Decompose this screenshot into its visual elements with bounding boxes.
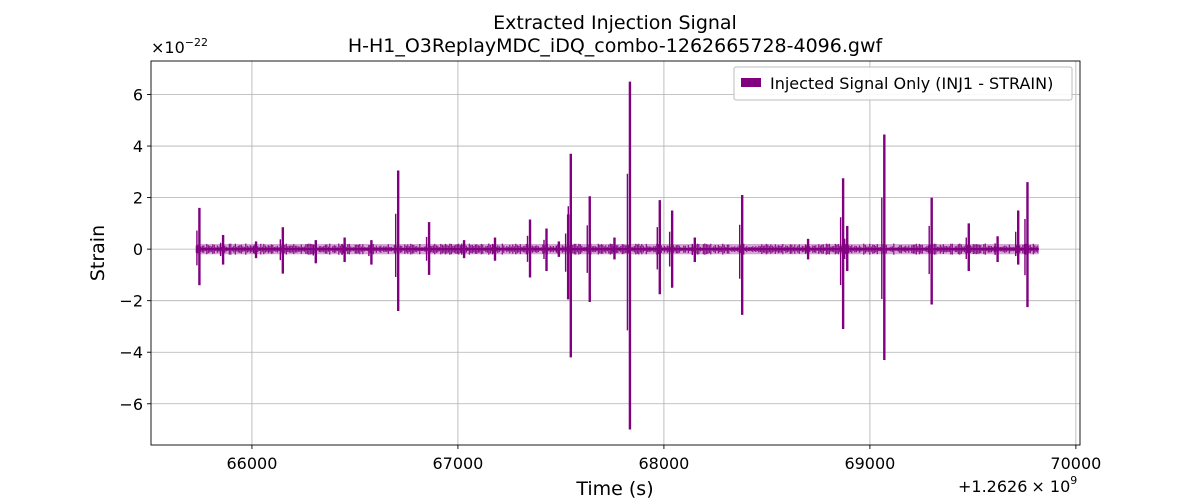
x-tick-label: 69000: [844, 454, 895, 473]
legend: Injected Signal Only (INJ1 - STRAIN): [733, 66, 1073, 101]
y-scale-multiplier: ×10−22: [151, 36, 208, 57]
y-tick-label: −6: [119, 395, 143, 414]
legend-swatch: [741, 78, 761, 87]
x-offset-label: +1.2626 × 109: [958, 474, 1077, 496]
x-tick-label: 66000: [226, 454, 277, 473]
y-tick-label: 4: [133, 137, 143, 156]
x-axis-ticks: 66000 67000 68000 69000 70000: [226, 445, 1101, 473]
x-axis-label: Time (s): [575, 478, 653, 500]
chart-title: Extracted Injection Signal: [493, 12, 737, 34]
y-axis-label: Strain: [87, 225, 109, 281]
x-offset-base: × 10: [1031, 477, 1070, 496]
y-tick-label: −2: [119, 292, 143, 311]
y-scale-base: ×10: [151, 38, 185, 57]
legend-frame: [733, 66, 1073, 101]
x-offset-value: +1.2626: [958, 477, 1027, 496]
y-tick-label: 2: [133, 189, 143, 208]
x-tick-label: 68000: [638, 454, 689, 473]
plot-frame: [150, 60, 1081, 446]
x-tick-label: 67000: [432, 454, 483, 473]
x-tick-label: 70000: [1050, 454, 1101, 473]
y-scale-exponent: −22: [185, 36, 208, 49]
chart-subtitle: H-H1_O3ReplayMDC_iDQ_combo-1262665728-40…: [348, 35, 884, 57]
y-tick-label: 6: [133, 86, 143, 105]
y-tick-label: 0: [133, 240, 143, 259]
y-axis-ticks: 6 4 2 0 −2 −4 −6: [119, 86, 151, 414]
x-offset-exponent: 9: [1070, 474, 1077, 487]
y-tick-label: −4: [119, 343, 143, 362]
legend-label: Injected Signal Only (INJ1 - STRAIN): [770, 74, 1053, 93]
series-injected-signal: [195, 81, 1039, 430]
